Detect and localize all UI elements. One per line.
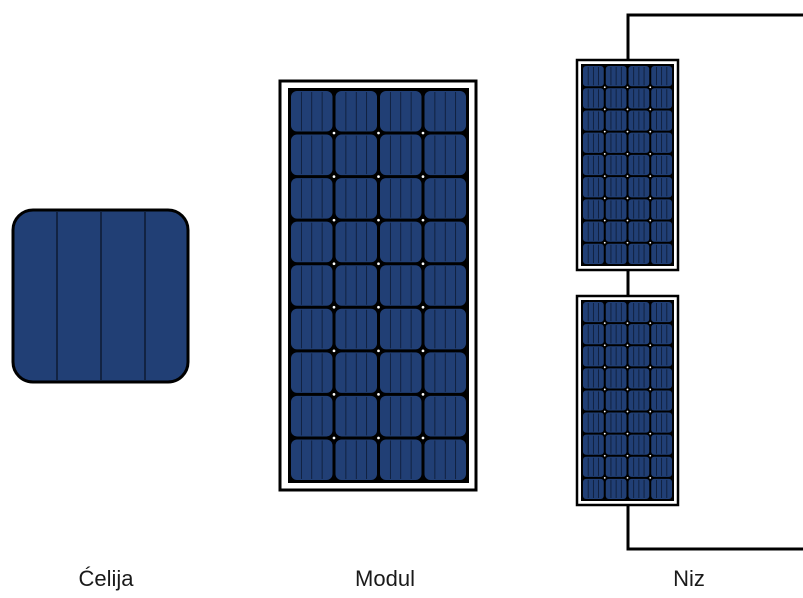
array-top-junction-dot — [649, 175, 652, 178]
array-top-junction-dot — [603, 241, 606, 244]
module-junction-dot — [421, 262, 425, 266]
array-top-junction-dot — [626, 175, 629, 178]
module-junction-dot — [421, 175, 425, 178]
module-junction-dot — [421, 349, 425, 353]
array-top-junction-dot — [603, 86, 606, 89]
cell-caption: Ćelija — [78, 566, 134, 591]
array-top-junction-dot — [626, 86, 629, 89]
module-junction-dot — [421, 131, 425, 135]
solar-cell — [11, 208, 190, 384]
array-wire-bottom — [626, 505, 803, 551]
array-top-junction-dot — [603, 175, 606, 178]
array-bottom-junction-dot — [626, 344, 629, 347]
array-bottom-junction-dot — [649, 322, 652, 325]
array-caption: Niz — [673, 566, 705, 591]
array-bottom-junction-dot — [649, 388, 652, 391]
module-junction-dot — [377, 175, 380, 178]
array-top-junction-dot — [626, 152, 629, 155]
module-junction-dot — [332, 305, 336, 309]
array-top-junction-dot — [649, 86, 652, 89]
module-junction-dot — [377, 218, 380, 222]
module-junction-dot — [377, 131, 380, 135]
solar-module — [278, 79, 478, 492]
module-junction-dot — [421, 305, 425, 309]
array-top-junction-dot — [649, 130, 652, 133]
array-top-junction-dot — [603, 197, 606, 200]
array-bottom-junction-dot — [626, 432, 629, 435]
array-bottom-junction-dot — [603, 388, 606, 391]
array-bottom-junction-dot — [626, 322, 629, 325]
array-top-junction-dot — [603, 152, 606, 155]
array-bottom-junction-dot — [603, 366, 606, 369]
module-junction-dot — [421, 393, 425, 396]
array-bottom-junction-dot — [603, 344, 606, 347]
array-top-junction-dot — [603, 108, 606, 111]
module-junction-dot — [377, 436, 380, 440]
array-top-junction-dot — [649, 241, 652, 244]
module-junction-dot — [377, 305, 380, 309]
module-junction-dot — [332, 262, 336, 266]
array-bottom-junction-dot — [603, 476, 606, 479]
array-bottom-junction-dot — [603, 322, 606, 325]
module-junction-dot — [421, 218, 425, 222]
array-bottom-junction-dot — [649, 410, 652, 413]
module-junction-dot — [332, 436, 336, 440]
module-junction-dot — [332, 131, 336, 135]
array-bottom-junction-dot — [626, 410, 629, 413]
array-bottom-junction-dot — [649, 432, 652, 435]
array-module-top — [575, 58, 680, 272]
array-bottom-junction-dot — [626, 366, 629, 369]
array-top-junction-dot — [649, 152, 652, 155]
module-caption: Modul — [355, 566, 415, 591]
module-junction-dot — [332, 218, 336, 222]
array-bottom-junction-dot — [626, 388, 629, 391]
array-bottom-junction-dot — [626, 476, 629, 479]
module-junction-dot — [332, 393, 336, 396]
array-top-junction-dot — [649, 108, 652, 111]
module-junction-dot — [377, 393, 380, 396]
array-top-junction-dot — [626, 197, 629, 200]
array-module-bottom-cell-grid — [583, 302, 672, 499]
array-top-junction-dot — [649, 197, 652, 200]
array-bottom-junction-dot — [649, 476, 652, 479]
module-junction-dot — [421, 436, 425, 440]
array-bottom-junction-dot — [649, 454, 652, 457]
array-bottom-junction-dot — [603, 410, 606, 413]
array-module-bottom — [575, 294, 680, 507]
array-top-junction-dot — [626, 241, 629, 244]
array-wire-top — [626, 13, 803, 60]
module-junction-dot — [332, 349, 336, 353]
array-module-top-cell-grid — [583, 66, 672, 264]
module-junction-dot — [332, 175, 336, 178]
module-junction-dot — [377, 262, 380, 266]
array-bottom-junction-dot — [626, 454, 629, 457]
module-junction-dot — [377, 349, 380, 353]
array-bottom-junction-dot — [649, 344, 652, 347]
array-top-junction-dot — [603, 219, 606, 222]
array-bottom-junction-dot — [603, 432, 606, 435]
array-bottom-junction-dot — [649, 366, 652, 369]
array-wiring — [626, 13, 803, 551]
array-top-junction-dot — [626, 130, 629, 133]
array-top-junction-dot — [626, 219, 629, 222]
module-cell-grid — [291, 91, 466, 480]
array-bottom-junction-dot — [603, 454, 606, 457]
array-top-junction-dot — [603, 130, 606, 133]
array-top-junction-dot — [649, 219, 652, 222]
array-top-junction-dot — [626, 108, 629, 111]
